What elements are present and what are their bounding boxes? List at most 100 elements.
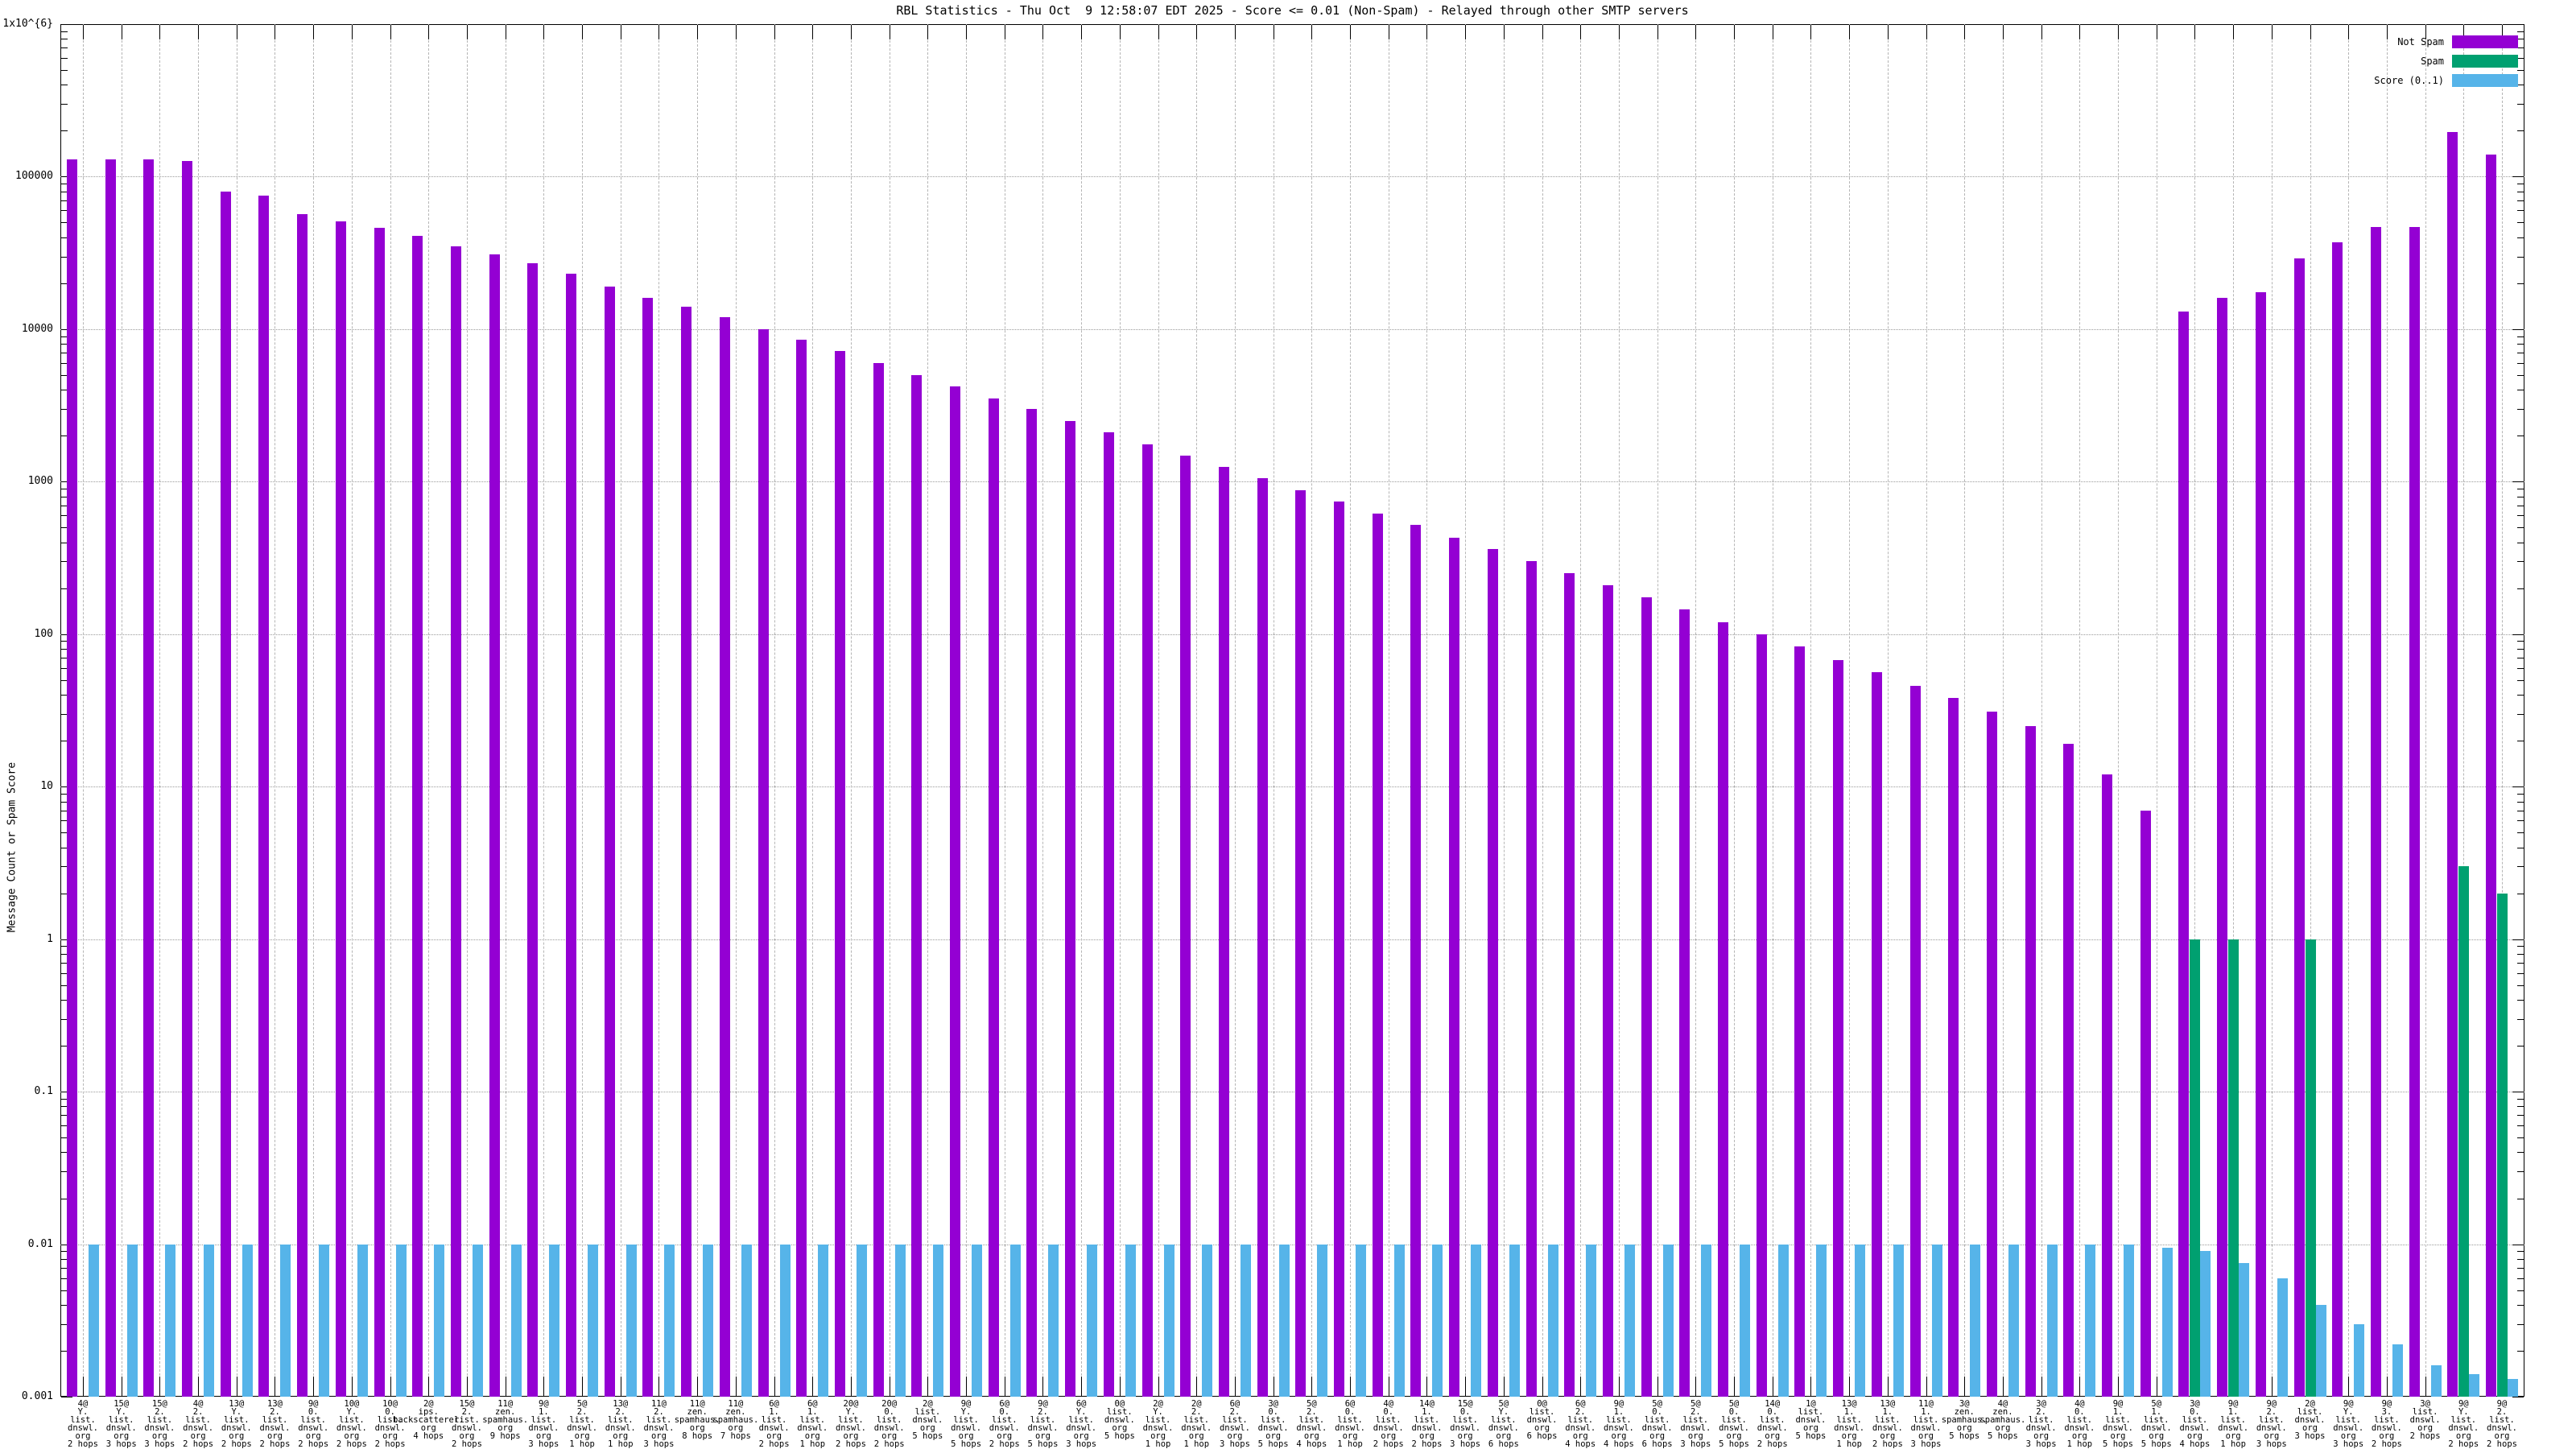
x-tic [313,1377,315,1396]
y-major-tic [2512,328,2524,330]
x-tic [850,1377,852,1396]
bar-score [1087,1244,1098,1397]
bar-score [472,1244,483,1397]
x-tic-top [774,25,775,39]
bar-not-spam [2102,774,2113,1397]
bar-not-spam [1525,561,1537,1397]
bar-not-spam [604,287,615,1397]
bar-not-spam [1103,432,1114,1397]
x-tic [1081,1377,1083,1396]
y-minor-tic [2517,1115,2524,1117]
x-tick-label: 20@ 0. list. dnswl. org 2 hops [873,1399,905,1449]
x-gridline [2041,24,2042,1396]
y-minor-tic [61,47,68,49]
bar-not-spam [2025,725,2036,1397]
x-gridline [697,24,699,1396]
bar-not-spam [2486,154,2496,1397]
bar-not-spam [1180,456,1191,1397]
y-minor-tic [61,1267,68,1269]
bar-score [972,1244,983,1397]
y-minor-tic [61,1258,68,1260]
y-tick-label: 0.01 [27,1237,53,1250]
legend-label-spam: Spam [2421,56,2444,67]
y-minor-tic [2517,1000,2524,1001]
bar-not-spam [335,221,346,1397]
x-tic-top [351,25,353,39]
y-minor-tic [2517,1106,2524,1108]
x-gridline [428,24,430,1396]
bar-score [1816,1244,1827,1397]
x-tick-label: 6@ 2. list. dnswl. org 3 hops [1219,1399,1250,1449]
x-gridline [1119,24,1121,1396]
x-gridline [1926,24,1927,1396]
x-tic-top [1158,25,1159,39]
y-minor-tic [2517,527,2524,529]
y-minor-tic [2517,31,2524,32]
y-tick-label: 1000 [27,475,53,488]
bar-not-spam [988,398,999,1397]
y-minor-tic [2517,104,2524,105]
bar-spam [2497,893,2508,1397]
x-tick-label: 9@ 3. list. dnswl. org 2 hops [2371,1399,2402,1449]
x-tick-label: 4@ 2. list. dnswl. org 2 hops [183,1399,214,1449]
y-minor-tic [2517,1171,2524,1173]
x-tic-top [927,25,929,39]
x-tic [159,1377,161,1396]
bar-not-spam [1295,489,1307,1397]
x-tick-label: 4@ 0. list. dnswl. org 2 hops [1373,1399,1404,1449]
x-tic-top [1196,25,1198,39]
x-tic [466,1377,468,1396]
x-tic [2118,1377,2120,1396]
x-gridline [1081,24,1083,1396]
bar-score [1048,1244,1059,1397]
x-tic-top [1042,25,1044,39]
bar-not-spam [2140,810,2151,1397]
x-gridline [1618,24,1620,1396]
bar-not-spam [2217,298,2228,1397]
bar-not-spam [1948,698,1959,1397]
bar-not-spam [2178,312,2190,1397]
y-tick-label: 0.001 [21,1390,53,1402]
bar-score [549,1244,560,1397]
y-minor-tic [61,104,68,105]
x-gridline [1234,24,1236,1396]
x-tic-top [2079,25,2081,39]
bar-not-spam [1065,420,1076,1397]
x-gridline [1887,24,1889,1396]
x-tic-top [582,25,584,39]
x-tick-label: 6@ 1. list. dnswl. org 2 hops [758,1399,790,1449]
x-tic [1964,1377,1966,1396]
bar-not-spam [566,274,577,1397]
y-minor-tic [61,649,68,650]
x-tic-top [1734,25,1736,39]
x-tic-top [543,25,545,39]
bar-not-spam [1026,408,1038,1397]
x-gridline [1734,24,1736,1396]
y-minor-tic [2517,1350,2524,1352]
x-tic-top [658,25,660,39]
y-minor-tic [61,1115,68,1117]
y-minor-tic [2517,1304,2524,1306]
x-tick-label: 0@ list. dnswl. org 6 hops [1526,1399,1558,1441]
x-tick-label: 6@ 1. list. dnswl. org 1 hop [797,1399,828,1449]
x-tic-top [1887,25,1889,39]
bar-not-spam [796,340,807,1397]
x-tic-top [1695,25,1697,39]
y-minor-tic [61,1290,68,1291]
x-tic-top [850,25,852,39]
x-gridline [1426,24,1428,1396]
bar-score [1009,1244,1021,1397]
y-tick-label: 100 [34,627,53,640]
x-tick-label: 20@ Y. list. dnswl. org 2 hops [835,1399,866,1449]
bar-score [894,1244,906,1397]
bar-not-spam [642,298,654,1397]
x-tic [1196,1377,1198,1396]
x-tic-top [1810,25,1812,39]
y-minor-tic [2517,588,2524,589]
x-tic-top [1618,25,1620,39]
y-minor-tic [61,985,68,986]
y-minor-tic [61,1278,68,1279]
y-minor-tic [61,1323,68,1325]
legend-label-not-spam: Not Spam [2397,36,2444,47]
